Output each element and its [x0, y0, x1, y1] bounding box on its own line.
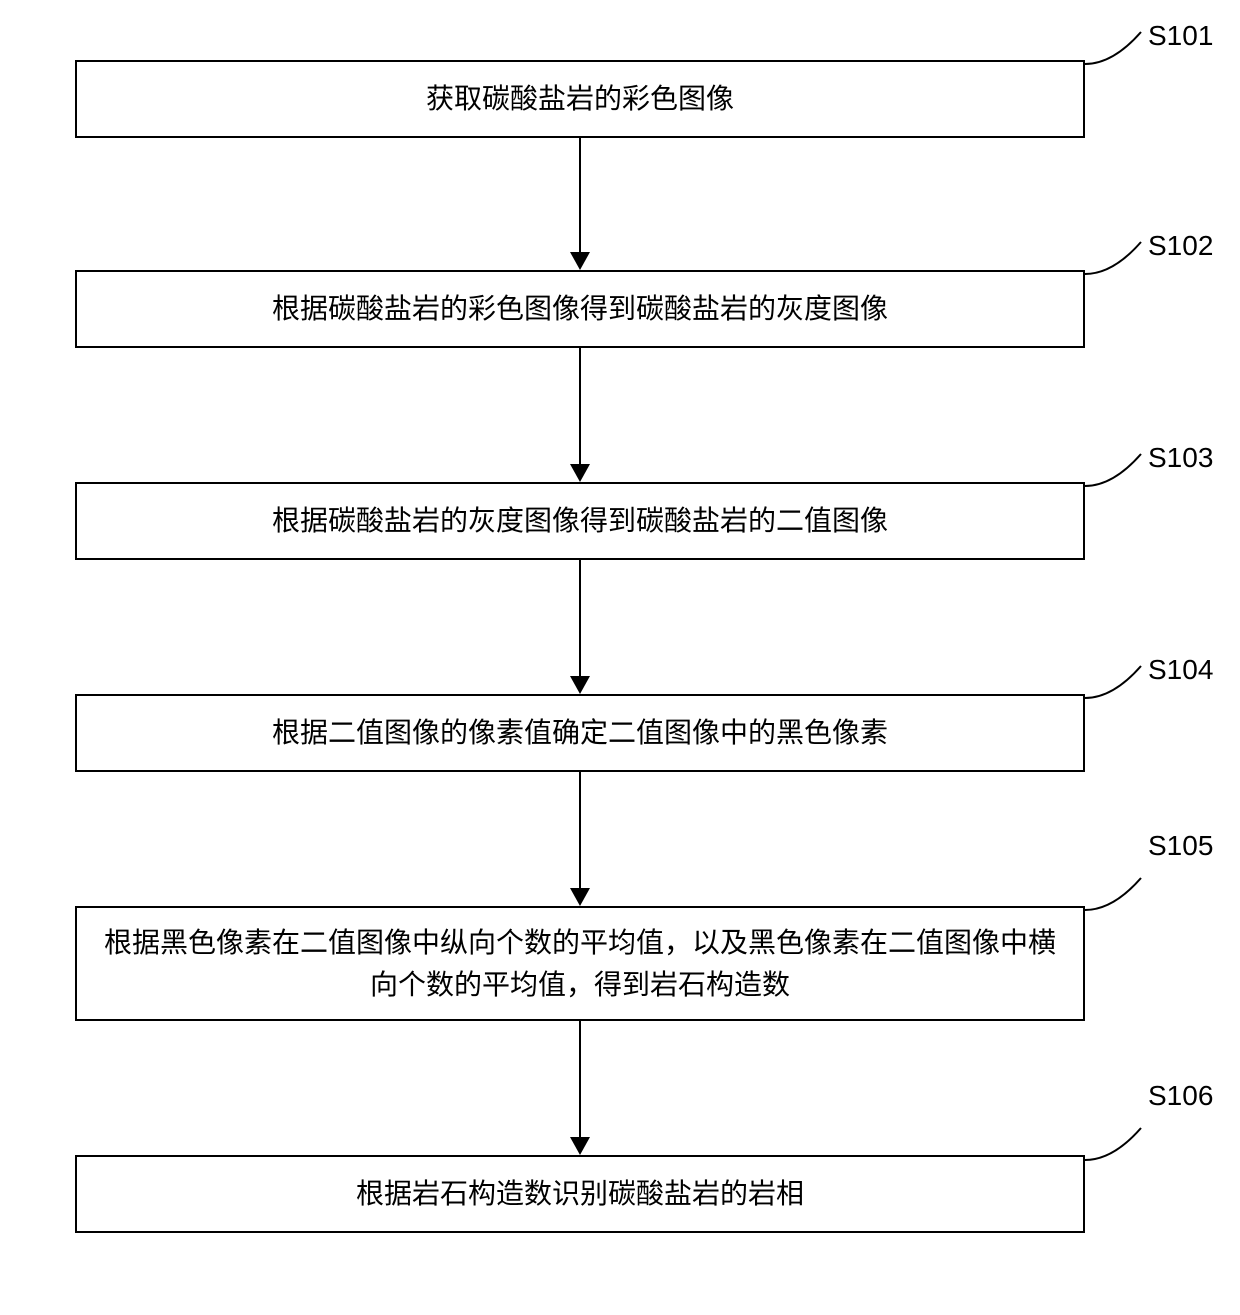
step-text-s101: 获取碳酸盐岩的彩色图像: [426, 78, 734, 120]
label-curve-s102: [1083, 232, 1143, 282]
step-text-s105: 根据黑色像素在二值图像中纵向个数的平均值，以及黑色像素在二值图像中横向个数的平均…: [97, 922, 1063, 1006]
step-text-s102: 根据碳酸盐岩的彩色图像得到碳酸盐岩的灰度图像: [272, 288, 888, 330]
step-label-s104: S104: [1148, 654, 1213, 686]
arrow-line-4: [579, 1021, 581, 1137]
step-box-s103: 根据碳酸盐岩的灰度图像得到碳酸盐岩的二值图像: [75, 482, 1085, 560]
step-text-s106: 根据岩石构造数识别碳酸盐岩的岩相: [356, 1173, 804, 1215]
arrow-line-0: [579, 138, 581, 252]
arrow-head-1: [570, 464, 590, 482]
arrow-head-4: [570, 1137, 590, 1155]
label-curve-s103: [1083, 444, 1143, 494]
step-label-s105: S105: [1148, 830, 1213, 862]
label-curve-s101: [1083, 22, 1143, 72]
step-box-s105: 根据黑色像素在二值图像中纵向个数的平均值，以及黑色像素在二值图像中横向个数的平均…: [75, 906, 1085, 1021]
step-label-s102: S102: [1148, 230, 1213, 262]
arrow-head-2: [570, 676, 590, 694]
flowchart-container: 获取碳酸盐岩的彩色图像 S101 根据碳酸盐岩的彩色图像得到碳酸盐岩的灰度图像 S10…: [0, 0, 1240, 1315]
step-box-s106: 根据岩石构造数识别碳酸盐岩的岩相: [75, 1155, 1085, 1233]
step-label-s106: S106: [1148, 1080, 1213, 1112]
label-curve-s105: [1083, 868, 1143, 918]
arrow-line-2: [579, 560, 581, 676]
arrow-line-1: [579, 348, 581, 464]
step-box-s102: 根据碳酸盐岩的彩色图像得到碳酸盐岩的灰度图像: [75, 270, 1085, 348]
arrow-line-3: [579, 772, 581, 888]
step-box-s101: 获取碳酸盐岩的彩色图像: [75, 60, 1085, 138]
step-box-s104: 根据二值图像的像素值确定二值图像中的黑色像素: [75, 694, 1085, 772]
label-curve-s106: [1083, 1118, 1143, 1168]
step-label-s103: S103: [1148, 442, 1213, 474]
arrow-head-3: [570, 888, 590, 906]
label-curve-s104: [1083, 656, 1143, 706]
arrow-head-0: [570, 252, 590, 270]
step-text-s103: 根据碳酸盐岩的灰度图像得到碳酸盐岩的二值图像: [272, 500, 888, 542]
step-text-s104: 根据二值图像的像素值确定二值图像中的黑色像素: [272, 712, 888, 754]
step-label-s101: S101: [1148, 20, 1213, 52]
